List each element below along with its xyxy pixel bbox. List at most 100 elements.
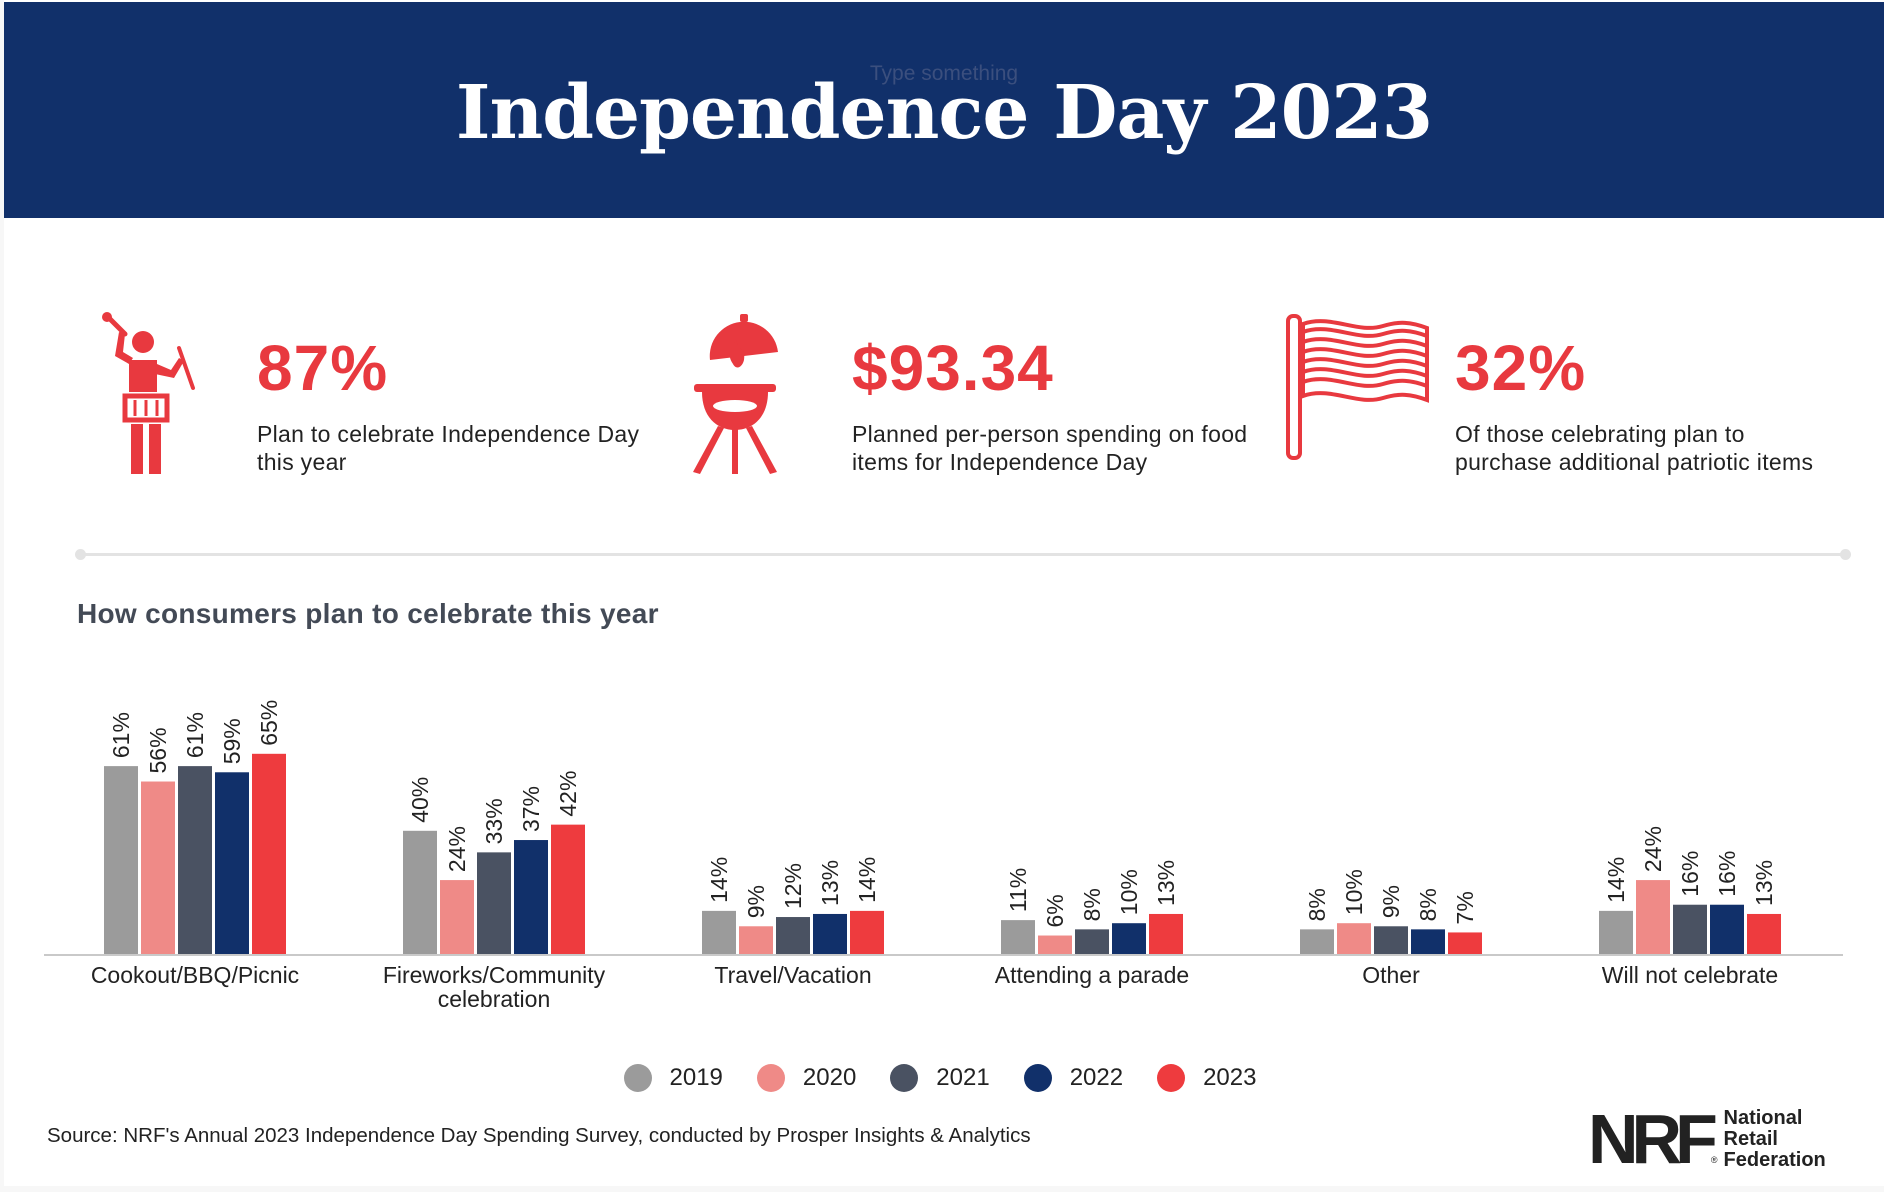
- legend-item-2020: 2020: [756, 1064, 857, 1092]
- nrf-logo-mark: NRF: [1588, 1100, 1718, 1178]
- bar-fireworks-community-celebration-2020: [440, 880, 474, 954]
- bar-other-2020: [1337, 923, 1371, 954]
- bar-fireworks-community-celebration-2019: [403, 830, 437, 954]
- category-label-other: Other: [1362, 962, 1420, 988]
- data-label-fireworks-community-celebration-2022: 37%: [518, 786, 544, 832]
- bar-attending-a-parade-2023: [1149, 913, 1183, 954]
- nrf-logo: NRF ® National Retail Federation: [1588, 1104, 1826, 1174]
- category-label-will-not-celebrate: Will not celebrate: [1602, 962, 1778, 988]
- bar-will-not-celebrate-2023: [1747, 913, 1781, 954]
- stat-patriotic-value: 32%: [1455, 332, 1587, 404]
- data-label-will-not-celebrate-2019: 14%: [1603, 857, 1629, 903]
- header-banner: Type something Independence Day 2023: [4, 2, 1884, 218]
- nrf-logo-line-2: Retail: [1723, 1127, 1778, 1150]
- data-label-will-not-celebrate-2022: 16%: [1714, 851, 1740, 897]
- data-label-travel-vacation-2020: 9%: [743, 885, 769, 918]
- stat-patriotic: 32% Of those celebrating plan to purchas…: [1455, 336, 1835, 476]
- divider-dot-right: [1840, 549, 1851, 560]
- source-note: Source: NRF's Annual 2023 Independence D…: [47, 1124, 1031, 1147]
- stat-spending: $93.34 Planned per-person spending on fo…: [852, 336, 1252, 476]
- bar-travel-vacation-2021: [776, 917, 810, 954]
- category-label-attending-a-parade: Attending a parade: [995, 962, 1189, 988]
- bar-attending-a-parade-2021: [1075, 929, 1109, 954]
- stat-spending-description: Planned per-person spending on food item…: [852, 421, 1248, 475]
- legend-label-2020: 2020: [802, 1064, 857, 1091]
- bar-fireworks-community-celebration-2021: [477, 852, 511, 954]
- stat-spending-value: $93.34: [852, 332, 1054, 404]
- stat-celebrate: 87% Plan to celebrate Independence Day t…: [257, 336, 657, 476]
- data-label-fireworks-community-celebration-2023: 42%: [555, 771, 581, 817]
- bar-other-2021: [1374, 926, 1408, 954]
- bar-other-2022: [1411, 929, 1445, 954]
- chart-heading: How consumers plan to celebrate this yea…: [77, 598, 659, 629]
- chart-legend: 2019 2020 2021 2022 2023: [0, 1064, 1880, 1092]
- stat-celebrate-description: Plan to celebrate Independence Day this …: [257, 421, 640, 475]
- data-label-attending-a-parade-2019: 11%: [1005, 868, 1031, 912]
- data-label-cookout-bbq-picnic-2021: 61%: [182, 712, 208, 758]
- stat-patriotic-description: Of those celebrating plan to purchase ad…: [1455, 421, 1814, 475]
- bar-fireworks-community-celebration-2023: [551, 824, 585, 954]
- data-label-fireworks-community-celebration-2021: 33%: [481, 798, 507, 844]
- category-label-travel-vacation: Travel/Vacation: [714, 962, 871, 988]
- data-label-cookout-bbq-picnic-2023: 65%: [256, 700, 282, 746]
- bar-fireworks-community-celebration-2022: [514, 840, 548, 954]
- data-label-cookout-bbq-picnic-2019: 61%: [108, 712, 134, 758]
- bar-travel-vacation-2023: [850, 910, 884, 954]
- nrf-logo-registered: ®: [1710, 1155, 1718, 1165]
- divider-dot-left: [75, 549, 86, 560]
- data-label-travel-vacation-2021: 12%: [780, 863, 806, 909]
- header-placeholder-text: Type something: [869, 62, 1019, 85]
- bar-attending-a-parade-2020: [1038, 935, 1072, 954]
- data-label-cookout-bbq-picnic-2020: 56%: [145, 727, 171, 773]
- page-title: Independence Day 2023: [455, 70, 1433, 156]
- bar-will-not-celebrate-2021: [1673, 904, 1707, 954]
- legend-label-2023: 2023: [1203, 1064, 1257, 1091]
- bar-cookout-bbq-picnic-2019: [104, 766, 138, 954]
- data-label-will-not-celebrate-2021: 16%: [1677, 851, 1703, 897]
- category-label-cookout-bbq-picnic: Cookout/BBQ/Picnic: [91, 962, 299, 988]
- nrf-logo-name: National Retail Federation: [1723, 1107, 1826, 1171]
- bar-chart: 61% 56% 61% 59% 65% Cookout/BBQ/Picnic 40% 24% 3…: [44, 700, 1843, 1012]
- bar-cookout-bbq-picnic-2022: [215, 772, 249, 954]
- data-label-attending-a-parade-2023: 13%: [1153, 860, 1179, 906]
- legend-swatch-2023: [1157, 1064, 1186, 1092]
- data-label-travel-vacation-2019: 14%: [706, 857, 732, 903]
- data-label-other-2019: 8%: [1304, 888, 1330, 921]
- data-label-other-2021: 9%: [1378, 885, 1404, 918]
- data-label-cookout-bbq-picnic-2022: 59%: [219, 718, 245, 764]
- data-label-other-2020: 10%: [1341, 869, 1367, 915]
- category-label-fireworks-community-celebration: Fireworks/Community: [383, 962, 606, 988]
- legend-swatch-2022: [1023, 1064, 1052, 1092]
- bar-attending-a-parade-2022: [1112, 923, 1146, 954]
- data-label-attending-a-parade-2022: 10%: [1116, 869, 1142, 915]
- drummer-icon: [102, 312, 195, 474]
- data-label-attending-a-parade-2020: 6%: [1042, 894, 1068, 927]
- data-label-fireworks-community-celebration-2019: 40%: [407, 777, 433, 823]
- data-label-other-2022: 8%: [1415, 888, 1441, 921]
- legend-item-2023: 2023: [1157, 1064, 1256, 1092]
- data-label-attending-a-parade-2021: 8%: [1079, 888, 1105, 921]
- legend-swatch-2019: [623, 1064, 652, 1092]
- data-label-fireworks-community-celebration-2020: 24%: [444, 826, 470, 872]
- legend-swatch-2020: [756, 1064, 785, 1092]
- bar-will-not-celebrate-2022: [1710, 904, 1744, 954]
- stat-celebrate-value: 87%: [257, 332, 389, 404]
- bar-cookout-bbq-picnic-2020: [141, 781, 175, 954]
- bar-travel-vacation-2019: [702, 910, 736, 954]
- legend-label-2019: 2019: [669, 1064, 723, 1091]
- legend-label-2021: 2021: [936, 1064, 990, 1091]
- legend-label-2022: 2022: [1069, 1064, 1124, 1091]
- bar-will-not-celebrate-2020: [1636, 880, 1670, 954]
- bar-other-2019: [1300, 929, 1334, 954]
- data-label-travel-vacation-2022: 13%: [817, 860, 843, 906]
- bar-cookout-bbq-picnic-2021: [178, 766, 212, 954]
- legend-item-2019: 2019: [623, 1064, 723, 1092]
- section-divider: [80, 553, 1846, 556]
- data-label-other-2023: 7%: [1452, 891, 1478, 924]
- grill-icon: [693, 314, 778, 474]
- bar-travel-vacation-2022: [813, 913, 847, 954]
- data-label-will-not-celebrate-2020: 24%: [1640, 826, 1666, 872]
- bar-other-2023: [1448, 932, 1482, 954]
- flag-icon: [1286, 314, 1429, 460]
- bar-will-not-celebrate-2019: [1599, 910, 1633, 954]
